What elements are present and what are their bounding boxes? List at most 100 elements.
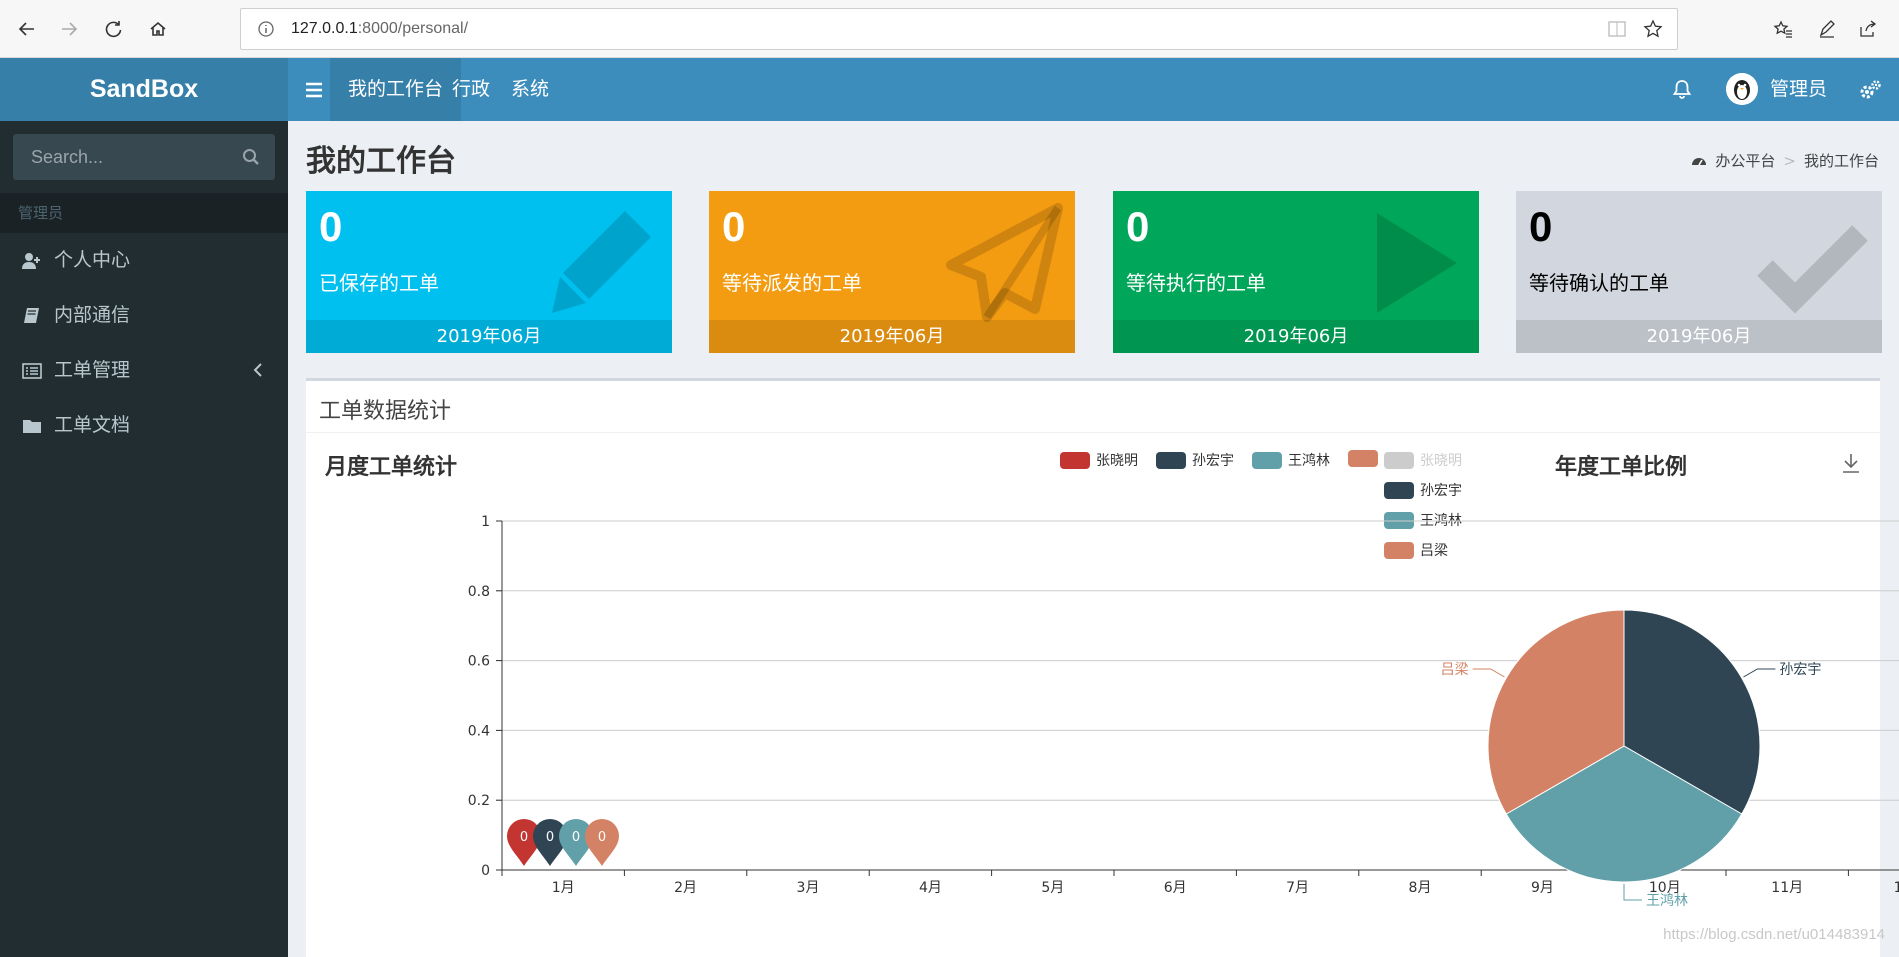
address-bar[interactable]: 127.0.0.1:8000/personal/ (240, 8, 1678, 50)
sidebar-item-workorders[interactable]: 工单管理 (0, 343, 288, 398)
search-box (13, 134, 275, 180)
sidebar-item-profile[interactable]: 个人中心 (0, 233, 288, 288)
pencil-icon (552, 211, 651, 313)
stat-box-saved[interactable]: 0 已保存的工单 2019年06月 (306, 191, 672, 353)
legend-swatch (1252, 451, 1282, 469)
legend-swatch (1384, 541, 1414, 559)
pie-legend-item[interactable]: 张晓明 (1384, 450, 1462, 470)
folder-icon (23, 420, 41, 433)
legend-label: 张晓明 (1096, 453, 1138, 469)
breadcrumb-current: 我的工作台 (1803, 152, 1879, 170)
home-button[interactable] (143, 14, 173, 44)
nav-tab-admin[interactable]: 行政 (452, 78, 491, 100)
legend-swatch (1384, 511, 1414, 529)
sidebar: SandBox 管理员 个人中心 内部通信 工单管理 工单文档 (0, 58, 288, 957)
stat-footer[interactable]: 2019年06月 (306, 320, 672, 353)
legend-swatch (1384, 451, 1414, 469)
search-icon[interactable] (241, 147, 261, 167)
legend-swatch (1156, 451, 1186, 469)
bar-chart-title: 月度工单统计 (325, 455, 458, 480)
pie-legend-item[interactable]: 孙宏宇 (1384, 480, 1462, 500)
stat-footer[interactable]: 2019年06月 (1516, 320, 1882, 353)
stat-value: 0 (319, 203, 343, 250)
stat-label: 等待派发的工单 (722, 271, 862, 295)
stat-box-pending-dispatch[interactable]: 0 等待派发的工单 2019年06月 (709, 191, 1075, 353)
stat-value: 0 (1126, 203, 1150, 250)
url-host: 127.0.0.1 (291, 20, 358, 37)
x-tick-label: 12月 (1894, 880, 1899, 896)
forward-button[interactable] (54, 14, 84, 44)
favorites-list-icon (1773, 20, 1792, 38)
legend-item[interactable]: 孙宏宇 (1156, 450, 1234, 470)
pie-legend-item[interactable]: 吕梁 (1384, 540, 1448, 560)
stat-label: 已保存的工单 (319, 271, 439, 295)
legend-item[interactable]: 张晓明 (1060, 450, 1138, 470)
download-icon[interactable] (1841, 452, 1861, 474)
sidebar-item-documents[interactable]: 工单文档 (0, 398, 288, 453)
legend-swatch (1384, 481, 1414, 499)
notes-button[interactable] (1812, 14, 1842, 44)
play-icon (1377, 213, 1457, 313)
url-text: 127.0.0.1:8000/personal/ (291, 20, 468, 38)
favorite-star-icon[interactable] (1643, 19, 1663, 39)
nav-tab-workbench[interactable]: 我的工作台 (330, 58, 462, 121)
chevron-left-icon (253, 363, 262, 377)
sidebar-item-label: 工单管理 (54, 359, 131, 381)
penguin-avatar-icon (1726, 73, 1758, 105)
menu-toggle-icon[interactable] (302, 78, 326, 102)
arrow-right-icon (62, 22, 78, 36)
dashboard-icon (1692, 157, 1707, 165)
panel-header: 工单数据统计 (306, 381, 1880, 433)
favorites-button[interactable] (1768, 14, 1798, 44)
legend-item[interactable] (1348, 450, 1378, 467)
legend-swatch (1348, 450, 1378, 467)
gears-icon[interactable] (1858, 78, 1882, 102)
sidebar-item-label: 内部通信 (54, 304, 131, 326)
stat-footer[interactable]: 2019年06月 (709, 320, 1075, 353)
browser-toolbar: 127.0.0.1:8000/personal/ (0, 0, 1899, 58)
reading-view-icon[interactable] (1607, 19, 1627, 39)
legend-label: 孙宏宇 (1420, 483, 1462, 499)
sidebar-item-label: 个人中心 (54, 249, 131, 271)
list-icon (22, 363, 42, 379)
top-navbar: 我的工作台 行政 系统 管理员 (288, 58, 1899, 121)
breadcrumb-separator: > (1783, 151, 1796, 170)
share-button[interactable] (1853, 14, 1883, 44)
stat-footer[interactable]: 2019年06月 (1113, 320, 1479, 353)
legend-label: 吕梁 (1420, 543, 1448, 559)
sidebar-item-messages[interactable]: 内部通信 (0, 288, 288, 343)
pie-legend-item[interactable]: 王鸿林 (1384, 510, 1462, 530)
pie-chart-title: 年度工单比例 (1555, 455, 1688, 480)
breadcrumb-home[interactable]: 办公平台 (1715, 152, 1776, 170)
stat-value: 0 (722, 203, 746, 250)
legend-label: 王鸿林 (1288, 453, 1330, 469)
stat-label: 等待执行的工单 (1126, 271, 1266, 295)
back-button[interactable] (12, 14, 42, 44)
stat-box-pending-execution[interactable]: 0 等待执行的工单 2019年06月 (1113, 191, 1479, 353)
pen-icon (1819, 20, 1835, 38)
breadcrumb: 办公平台 > 我的工作台 (1691, 150, 1879, 171)
refresh-button[interactable] (99, 14, 129, 44)
bell-icon[interactable] (1671, 78, 1693, 100)
nav-tab-system[interactable]: 系统 (511, 78, 550, 100)
url-path: :8000/personal/ (357, 20, 469, 37)
user-plus-icon (22, 253, 40, 269)
sidebar-header: 管理员 (0, 193, 288, 233)
paper-plane-icon (946, 203, 1063, 322)
app-logo[interactable]: SandBox (0, 58, 288, 121)
stat-box-pending-confirmation[interactable]: 0 等待确认的工单 2019年06月 (1516, 191, 1882, 353)
sidebar-search (0, 121, 288, 193)
arrow-left-icon (18, 22, 34, 36)
legend-label: 孙宏宇 (1192, 453, 1234, 469)
legend-swatch (1060, 451, 1090, 469)
stat-label: 等待确认的工单 (1529, 271, 1669, 295)
legend-label: 王鸿林 (1420, 513, 1462, 529)
panel-title: 工单数据统计 (319, 399, 452, 424)
share-icon (1860, 20, 1877, 37)
book-icon (24, 308, 39, 323)
page-title: 我的工作台 (306, 144, 456, 179)
avatar[interactable] (1726, 73, 1758, 105)
legend-item[interactable]: 王鸿林 (1252, 450, 1330, 470)
search-input[interactable] (13, 134, 275, 180)
user-name[interactable]: 管理员 (1770, 78, 1828, 100)
